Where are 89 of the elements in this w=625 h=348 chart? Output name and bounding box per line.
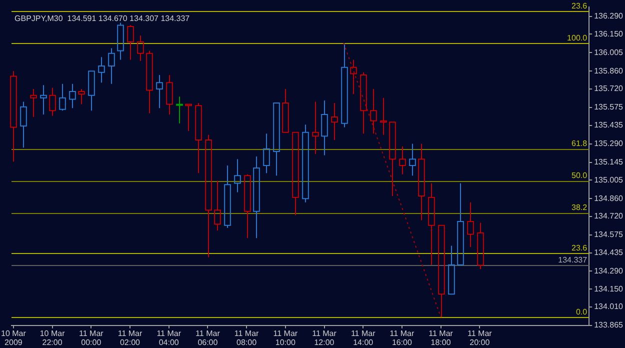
y-tick-label: 136.150 [594, 29, 624, 38]
candlestick [292, 132, 299, 216]
candlestick [331, 102, 338, 140]
x-tick-label: 11 Mar 18:00 [428, 329, 454, 347]
x-tick-label: 11 Mar 06:00 [196, 329, 220, 347]
y-tick-label: 134.860 [594, 194, 624, 203]
candlestick [20, 101, 27, 148]
x-tick-label: 11 Mar 12:00 [312, 329, 337, 347]
candlestick [146, 50, 153, 114]
candlestick [457, 182, 464, 266]
x-tick-label: 11 Mar 16:00 [390, 329, 414, 347]
candlestick [156, 74, 163, 109]
x-tick-label: 11 Mar 02:00 [118, 329, 142, 347]
x-tick-label: 11 Mar 20:00 [468, 329, 492, 347]
annotation: 38.2 [572, 202, 588, 212]
x-tick-label: 11 Mar 04:00 [156, 329, 182, 347]
y-tick-label: 135.860 [594, 66, 624, 76]
candlestick [312, 101, 319, 154]
y-tick-label: 135.145 [594, 157, 624, 166]
candlestick [438, 224, 445, 318]
y-tick-label: 135.575 [594, 102, 624, 112]
x-tick-label: 10 Mar 2009 [1, 329, 26, 347]
candlestick [30, 88, 37, 118]
candlestick [234, 158, 241, 193]
candlestick [59, 83, 66, 112]
annotation: 0.0 [576, 307, 588, 316]
candlestick [409, 143, 416, 176]
candlestick [244, 174, 251, 239]
candlestick [224, 164, 231, 228]
candlestick [321, 100, 328, 156]
annotation: 50.0 [572, 170, 588, 180]
y-tick-label: 135.005 [594, 175, 624, 184]
candlestick [253, 156, 260, 239]
candlestick [117, 22, 124, 60]
candlestick [78, 88, 85, 105]
y-tick-label: 135.435 [594, 120, 624, 130]
candlestick [370, 88, 377, 134]
candlestick [49, 87, 56, 116]
x-tick-label: 11 Mar 00:00 [78, 329, 104, 347]
candlestick [399, 146, 406, 175]
candlestick [108, 48, 115, 84]
y-tick-label: 134.010 [594, 302, 624, 312]
y-tick-label: 135.720 [594, 84, 624, 94]
x-tick-label: 11 Mar 08:00 [234, 329, 260, 347]
y-tick-label: 133.865 [594, 320, 624, 330]
candlestick [185, 104, 192, 132]
candlestick [282, 88, 289, 133]
candlestick [137, 34, 144, 62]
candlestick [360, 72, 367, 134]
candlestick [40, 84, 47, 115]
y-tick-label: 134.720 [594, 212, 624, 221]
y-tick-label: 134.435 [594, 248, 624, 257]
y-tick-label: 134.150 [594, 284, 624, 294]
candlestick [418, 143, 425, 221]
candlestick [389, 122, 396, 197]
text: GBPJPY,M30 134.591 134.670 134.307 134.337 [14, 14, 190, 24]
candlestick [176, 96, 183, 124]
candlestick [302, 124, 309, 203]
candlestick [195, 102, 202, 174]
y-tick-label: 136.005 [594, 48, 624, 57]
candlestick [467, 202, 474, 248]
candlestick [273, 102, 280, 176]
candlestick [166, 74, 173, 115]
annotation: 23.6 [572, 1, 588, 10]
ref-line-label: 134.337 [558, 255, 588, 264]
annotation: 100.0 [567, 33, 588, 42]
annotation: 23.6 [572, 244, 588, 253]
candlestick [205, 134, 212, 258]
candlestick [448, 245, 455, 295]
candlestick [263, 133, 270, 174]
y-tick-label: 136.290 [594, 12, 624, 21]
candlestick [341, 42, 348, 128]
annotation: 61.8 [572, 139, 588, 148]
candlestick [350, 59, 357, 95]
x-tick-label: 11 Mar 10:00 [273, 329, 298, 347]
candlestick [214, 180, 221, 231]
candlestick [69, 83, 76, 109]
candlestick [428, 182, 435, 266]
candlestick [10, 70, 17, 162]
candlestick [88, 70, 95, 112]
x-tick-label: 11 Mar 14:00 [350, 329, 376, 347]
candlestick [98, 56, 105, 84]
candlestick [380, 97, 387, 136]
y-tick-label: 135.290 [594, 139, 624, 148]
candlestick [127, 24, 134, 60]
y-tick-label: 134.575 [594, 230, 624, 240]
x-tick-label: 10 Mar 22:00 [40, 329, 66, 347]
candlestick [477, 222, 484, 270]
y-tick-label: 134.290 [594, 266, 624, 276]
